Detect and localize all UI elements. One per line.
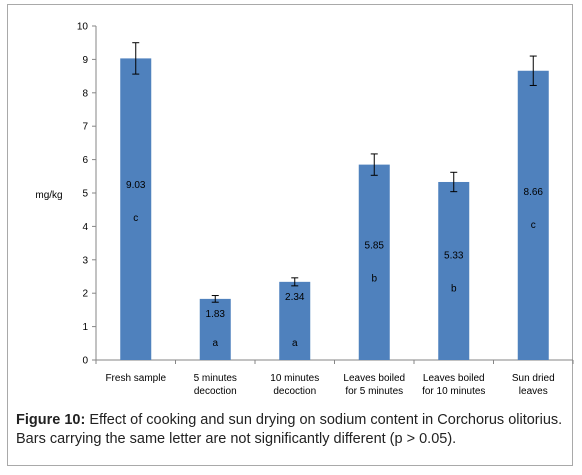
x-axis: Fresh sample 5 minutes decoction 10 minutes… bbox=[95, 359, 574, 397]
y-tick-label: 10 bbox=[77, 22, 89, 33]
significance-letter: c bbox=[133, 213, 138, 224]
y-tick-label: 1 bbox=[82, 322, 88, 333]
x-tick-label: 5 minutes bbox=[194, 373, 237, 384]
y-tick-label: 8 bbox=[82, 88, 88, 99]
figure-caption: Figure 10: Effect of cooking and sun dry… bbox=[16, 411, 568, 449]
x-tick-label: Sun dried bbox=[512, 373, 555, 384]
y-tick-label: 7 bbox=[82, 122, 88, 133]
bar bbox=[517, 70, 549, 361]
bar bbox=[279, 281, 311, 360]
y-tick-label: 2 bbox=[82, 289, 88, 300]
significance-letter: b bbox=[451, 284, 457, 295]
x-tick-label: decoction bbox=[194, 386, 237, 397]
x-tick-label: Leaves boiled bbox=[423, 373, 485, 384]
data-label: 1.83 bbox=[206, 309, 226, 320]
x-tick-label: decoction bbox=[273, 386, 316, 397]
significance-letter: b bbox=[371, 274, 377, 285]
data-label: 5.85 bbox=[365, 241, 385, 252]
significance-letter: c bbox=[531, 220, 536, 231]
bars: 9.03 c 1.83 a 2.34 a 5.85 b 5.33 b 8.66 c bbox=[120, 42, 549, 361]
bar bbox=[438, 181, 470, 360]
x-tick-label: leaves bbox=[519, 386, 548, 397]
caption-text: Effect of cooking and sun drying on sodi… bbox=[16, 412, 563, 447]
y-tick-label: 3 bbox=[82, 255, 88, 266]
y-tick-label: 0 bbox=[82, 356, 88, 367]
x-tick-label: Leaves boiled bbox=[343, 373, 405, 384]
x-tick-label: Fresh sample bbox=[105, 373, 166, 384]
figure-frame bbox=[7, 4, 573, 466]
bar bbox=[199, 298, 231, 360]
bar bbox=[358, 164, 390, 360]
data-label: 8.66 bbox=[524, 187, 544, 198]
y-axis-label: mg/kg bbox=[35, 190, 62, 201]
significance-letter: a bbox=[212, 338, 218, 349]
data-label: 2.34 bbox=[285, 292, 305, 303]
data-label: 5.33 bbox=[444, 251, 464, 262]
y-tick-label: 9 bbox=[82, 55, 88, 66]
y-tick-label: 4 bbox=[82, 222, 88, 233]
x-tick-label: 10 minutes bbox=[270, 373, 319, 384]
y-tick-label: 6 bbox=[82, 155, 88, 166]
data-label: 9.03 bbox=[126, 180, 146, 191]
bar-chart: mg/kg 0 1 2 3 4 5 6 7 8 9 10 Fresh sample 5 minutes… bbox=[35, 22, 574, 397]
y-tick-label: 5 bbox=[82, 189, 88, 200]
x-tick-label: for 5 minutes bbox=[345, 386, 403, 397]
caption-label: Figure 10: bbox=[16, 412, 86, 428]
y-axis: 0 1 2 3 4 5 6 7 8 9 10 bbox=[77, 22, 97, 367]
bar bbox=[120, 58, 152, 360]
significance-letter: a bbox=[292, 338, 298, 349]
x-tick-label: for 10 minutes bbox=[422, 386, 485, 397]
